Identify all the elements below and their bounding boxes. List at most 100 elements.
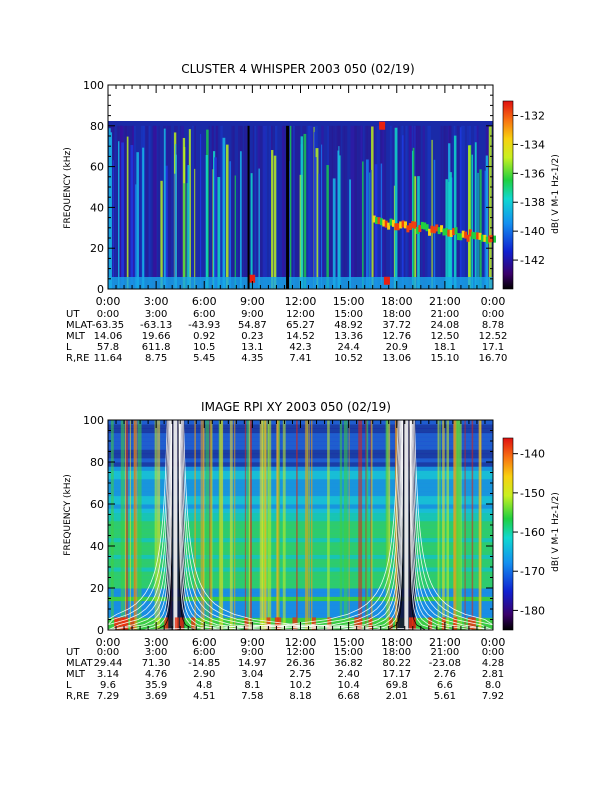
spectrogram-streak <box>271 150 274 289</box>
ephemeris-cell: 4.28 <box>482 658 504 669</box>
spectrogram-streak <box>167 125 169 289</box>
low-frequency-patch <box>428 617 433 630</box>
spectrogram-streak <box>137 420 142 630</box>
image-spectrogram-data <box>108 420 493 631</box>
emission-band <box>468 229 472 237</box>
spectrogram-band <box>108 533 493 539</box>
spectrogram-streak <box>364 125 366 289</box>
low-frequency-patch <box>412 617 417 630</box>
y-tick-label: 60 <box>90 498 104 511</box>
spectrogram-streak <box>471 154 473 289</box>
cluster-colorbar-ticks: -132 -134 -136 -138 -140 -142 <box>513 109 545 267</box>
ephemeris-cell: 10.4 <box>337 680 359 691</box>
spectrogram-band <box>108 617 493 623</box>
ephemeris-cell: 21:00 <box>430 309 459 320</box>
data-gap <box>247 125 250 289</box>
spectrogram-streak <box>362 161 364 289</box>
emission-band <box>411 221 415 229</box>
spectrogram-streak <box>246 420 250 630</box>
ephemeris-row-label: L <box>66 680 72 691</box>
y-tick-label: 100 <box>83 414 104 427</box>
emission-band <box>447 229 451 237</box>
spectrogram-streak <box>453 135 457 289</box>
spectrogram-streak <box>308 420 310 630</box>
spectrogram-streak <box>376 125 380 289</box>
spectrogram-streak <box>143 125 146 289</box>
spectrogram-band <box>108 504 493 509</box>
spectrogram-streak <box>238 125 242 289</box>
spectrogram-band <box>108 453 493 459</box>
colorbar-tick-label: -160 <box>520 526 545 539</box>
spectrogram-band <box>108 596 493 602</box>
ephemeris-cell: 14.06 <box>94 331 123 342</box>
ephemeris-cell: 2.90 <box>193 669 215 680</box>
spectrogram-streak <box>225 144 229 289</box>
y-tick-label: 0 <box>97 283 104 296</box>
spectrogram-band <box>108 508 493 513</box>
emission-band <box>416 226 419 234</box>
spectrogram-streak <box>108 128 111 289</box>
spectrogram-band <box>108 520 493 526</box>
ephemeris-cell: 2.01 <box>386 691 408 702</box>
ephemeris-cell: 42.3 <box>289 342 311 353</box>
spectrogram-streak <box>199 133 202 289</box>
spectrogram-streak <box>214 157 217 289</box>
spectrogram-streak <box>112 160 114 289</box>
spectrogram-streak <box>456 125 460 289</box>
ephemeris-row-label: MLAT <box>66 658 93 669</box>
perigee-white-line <box>173 420 178 630</box>
x-tick-label: 9:00 <box>240 295 265 308</box>
spectrogram-streak <box>116 125 119 289</box>
x-tick-label: 0:00 <box>96 636 121 649</box>
spectrogram-streak <box>163 128 166 289</box>
plasma-curve <box>414 419 494 630</box>
spectrogram-streak <box>439 125 443 289</box>
cluster-colorbar <box>502 100 514 290</box>
ephemeris-cell: 8.78 <box>482 320 504 331</box>
plasma-curve <box>412 419 494 631</box>
y-tick-label: 80 <box>90 456 104 469</box>
spectrogram-band <box>108 579 493 585</box>
spectrogram-streak <box>321 125 324 289</box>
spectrogram-streak <box>369 172 371 289</box>
spectrogram-streak <box>148 125 151 289</box>
spectrogram-streak <box>183 183 185 289</box>
low-frequency-patch <box>120 617 125 630</box>
emission-band <box>423 222 427 230</box>
spectrogram-streak <box>471 420 474 630</box>
ephemeris-cell: 0:00 <box>97 309 119 320</box>
emission-band <box>437 227 441 235</box>
spectrogram-band <box>108 541 493 547</box>
spectrogram-band <box>108 525 493 530</box>
spectrogram-streak <box>157 420 161 630</box>
ephemeris-cell: 18:00 <box>382 309 411 320</box>
spectrogram-band <box>108 462 493 467</box>
spectrogram-streak <box>278 420 280 630</box>
emission-band <box>488 235 492 243</box>
spectrogram-streak <box>174 173 176 289</box>
spectrogram-streak <box>194 168 196 289</box>
spectrogram-band <box>108 445 493 450</box>
ephemeris-row-label: L <box>66 342 72 353</box>
spectrogram-streak <box>389 125 392 289</box>
spectrogram-streak <box>442 420 445 630</box>
spectrogram-band <box>108 478 493 484</box>
spectrogram-streak <box>187 165 190 289</box>
spectrogram-streak <box>281 125 285 289</box>
spectrogram-streak <box>135 184 137 289</box>
spectrogram-band <box>108 499 493 505</box>
ephemeris-cell: 0.92 <box>193 331 215 342</box>
spectrogram-streak <box>217 177 221 289</box>
plasma-curve <box>410 420 494 631</box>
plasma-curve <box>108 420 172 631</box>
spectrogram-streak <box>371 420 373 630</box>
x-tick-label: 21:00 <box>429 295 461 308</box>
spectrogram-streak <box>125 420 129 630</box>
emission-band <box>382 219 386 227</box>
ephemeris-cell: -63.35 <box>92 320 124 331</box>
ephemeris-cell: 12.52 <box>479 331 508 342</box>
spectrogram-band <box>108 449 493 455</box>
spectrogram-streak <box>360 125 363 289</box>
low-frequency-patch <box>114 617 119 630</box>
emission-band <box>461 230 465 238</box>
